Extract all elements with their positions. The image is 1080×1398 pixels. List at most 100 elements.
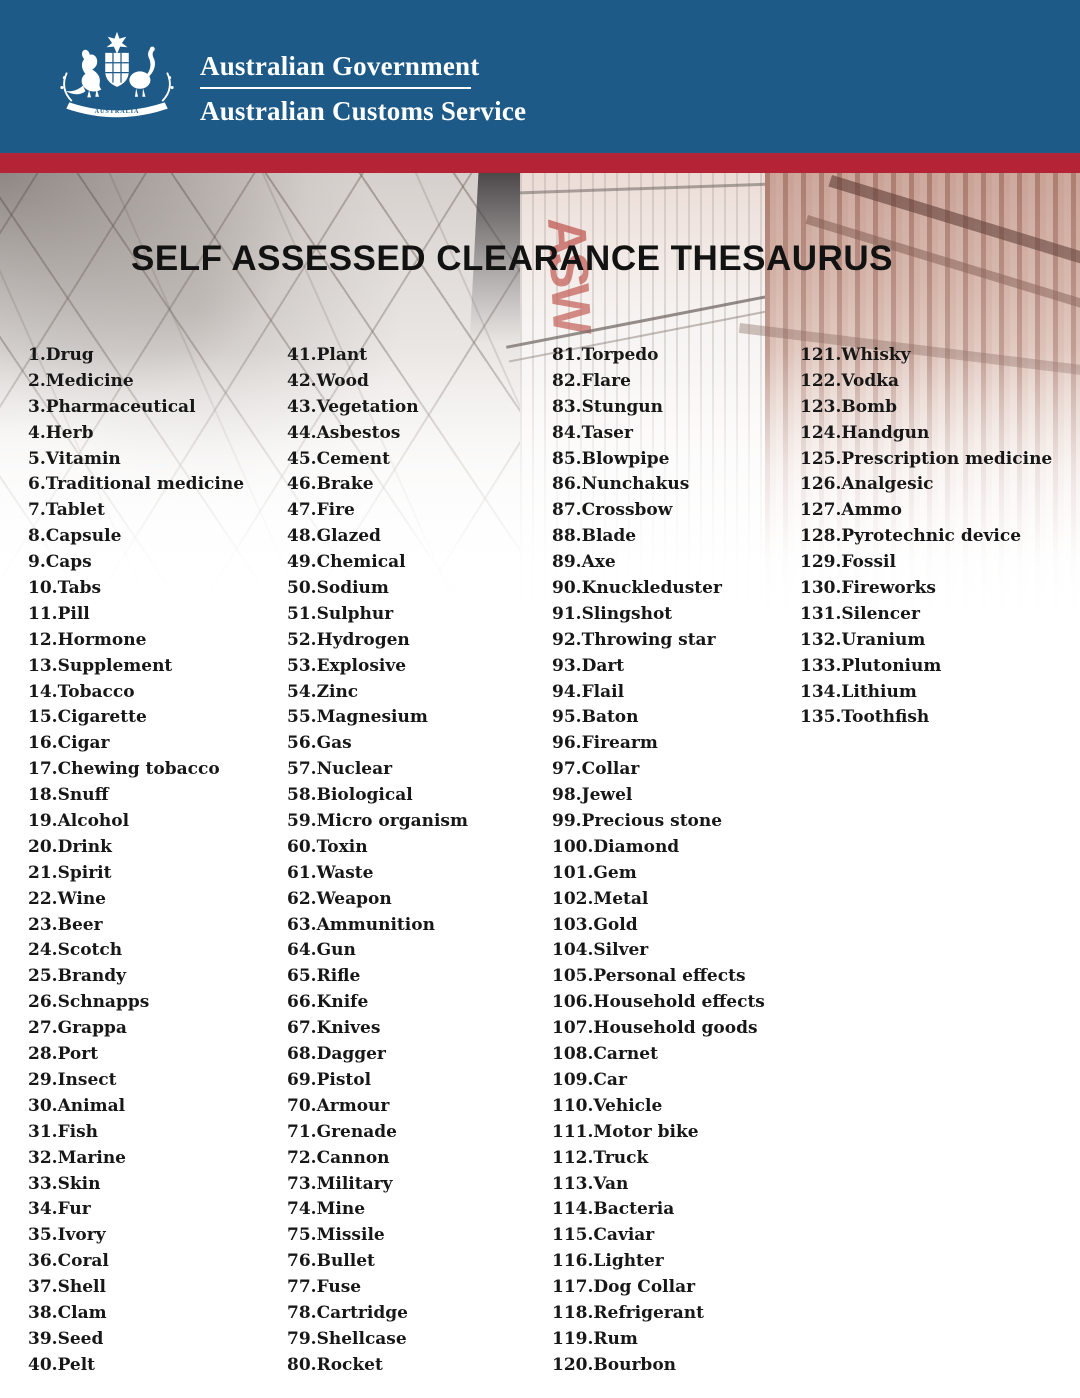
- list-item: 44.Asbestos: [287, 422, 401, 443]
- list-item: 70.Armour: [287, 1095, 390, 1116]
- list-item: 92.Throwing star: [552, 629, 716, 650]
- list-item: 98.Jewel: [552, 785, 633, 806]
- list-item: 54.Zinc: [287, 681, 359, 702]
- wattle-dots: [60, 76, 174, 90]
- list-item: 13.Supplement: [28, 655, 173, 676]
- list-item: 119.Rum: [552, 1328, 638, 1349]
- list-item: 10.Tabs: [28, 578, 102, 599]
- list-item: 69.Pistol: [287, 1069, 372, 1090]
- list-item: 80.Rocket: [287, 1354, 383, 1375]
- list-item: 15.Cigarette: [28, 707, 147, 728]
- list-item: 56.Gas: [287, 733, 352, 754]
- list-item: 124.Handgun: [800, 422, 930, 443]
- list-item: 29.Insect: [28, 1069, 117, 1090]
- list-item: 8.Capsule: [28, 526, 122, 547]
- emu-silhouette: [129, 46, 156, 97]
- list-item: 116.Lighter: [552, 1251, 664, 1272]
- list-item: 61.Waste: [287, 862, 374, 883]
- list-item: 66.Knife: [287, 992, 369, 1013]
- list-item: 114.Bacteria: [552, 1199, 675, 1220]
- list-item: 3.Pharmaceutical: [28, 396, 196, 417]
- list-item: 63.Ammunition: [287, 914, 435, 935]
- list-item: 96.Firearm: [552, 733, 658, 754]
- list-item: 49.Chemical: [287, 552, 406, 573]
- photo-fade-overlay: [0, 173, 1080, 618]
- cargo-photo: ASW: [0, 173, 1080, 618]
- list-item: 7.Tablet: [28, 500, 105, 521]
- list-item: 83.Stungun: [552, 396, 664, 417]
- government-header-banner: AUSTRALIA Australian Government Australi…: [0, 0, 1080, 153]
- kangaroo-silhouette: [65, 49, 102, 98]
- list-item: 132.Uranium: [800, 629, 926, 650]
- list-item: 12.Hormone: [28, 629, 147, 650]
- list-item: 104.Silver: [552, 940, 649, 961]
- list-item: 25.Brandy: [28, 966, 127, 987]
- list-item: 126.Analgesic: [800, 474, 934, 495]
- list-item: 113.Van: [552, 1173, 629, 1194]
- list-item: 110.Vehicle: [552, 1095, 663, 1116]
- list-item: 22.Wine: [28, 888, 107, 909]
- list-item: 20.Drink: [28, 836, 112, 857]
- list-item: 127.Ammo: [800, 500, 902, 521]
- agency-block: Australian Government Australian Customs…: [200, 0, 720, 153]
- list-item: 26.Schnapps: [28, 992, 150, 1013]
- list-item: 97.Collar: [552, 759, 640, 780]
- agency-name-customs: Australian Customs Service: [200, 96, 527, 126]
- list-item: 53.Explosive: [287, 655, 407, 676]
- list-item: 24.Scotch: [28, 940, 123, 961]
- list-item: 2.Medicine: [28, 370, 134, 391]
- wattle-spray: [63, 72, 171, 102]
- list-item: 35.Ivory: [28, 1225, 106, 1246]
- thesaurus-column-2: 41.Plant 42.Wood 43.Vegetation 44.Asbestos 4…: [287, 343, 468, 1379]
- list-item: 95.Baton: [552, 707, 639, 728]
- list-item: 47.Fire: [287, 500, 355, 521]
- list-item: 81.Torpedo: [552, 345, 659, 365]
- list-item: 82.Flare: [552, 370, 631, 391]
- shield: [105, 52, 129, 87]
- list-item: 86.Nunchakus: [552, 474, 690, 495]
- list-item: 131.Silencer: [800, 603, 920, 624]
- list-item: 52.Hydrogen: [287, 629, 410, 650]
- list-item: 128.Pyrotechnic device: [800, 526, 1022, 547]
- list-item: 72.Cannon: [287, 1147, 390, 1168]
- list-item: 43.Vegetation: [287, 396, 419, 417]
- list-item: 101.Gem: [552, 862, 637, 883]
- list-item: 134.Lithium: [800, 681, 917, 702]
- list-item: 21.Spirit: [28, 862, 112, 883]
- list-item: 129.Fossil: [800, 552, 896, 573]
- list-item: 90.Knuckleduster: [552, 578, 722, 599]
- list-item: 37.Shell: [28, 1277, 106, 1298]
- list-item: 40.Pelt: [28, 1354, 96, 1375]
- list-item: 48.Glazed: [287, 526, 381, 547]
- list-item: 58.Biological: [287, 785, 413, 806]
- list-item: 30.Animal: [28, 1095, 126, 1116]
- list-item: 109.Car: [552, 1069, 627, 1090]
- list-item: 16.Cigar: [28, 733, 110, 754]
- list-item: 39.Seed: [28, 1328, 104, 1349]
- page-title: SELF ASSESSED CLEARANCE THESAURUS: [131, 239, 893, 278]
- list-item: 57.Nuclear: [287, 759, 393, 780]
- list-item: 75.Missile: [287, 1225, 385, 1246]
- list-item: 59.Micro organism: [287, 811, 468, 832]
- agency-divider-line: [200, 87, 471, 89]
- list-item: 38.Clam: [28, 1302, 107, 1323]
- red-stripe: [0, 153, 1080, 173]
- list-item: 102.Metal: [552, 888, 649, 909]
- list-item: 32.Marine: [28, 1147, 126, 1168]
- thesaurus-column-1: 1.Drug 2.Medicine 3.Pharmaceutical 4.Herb 5.…: [28, 343, 244, 1379]
- list-item: 99.Precious stone: [552, 811, 723, 832]
- list-item: 115.Caviar: [552, 1225, 655, 1246]
- list-item: 6.Traditional medicine: [28, 474, 245, 495]
- list-item: 71.Grenade: [287, 1121, 397, 1142]
- list-item: 17.Chewing tobacco: [28, 759, 220, 780]
- list-item: 18.Snuff: [28, 785, 109, 806]
- list-item: 117.Dog Collar: [552, 1277, 696, 1298]
- list-item: 76.Bullet: [287, 1251, 375, 1272]
- list-item: 105.Personal effects: [552, 966, 746, 987]
- list-item: 130.Fireworks: [800, 578, 936, 599]
- coat-of-arms: AUSTRALIA: [60, 31, 174, 118]
- thesaurus-column-3: 81.Torpedo 82.Flare 83.Stungun 84.Taser 85.B…: [552, 343, 765, 1379]
- commonwealth-star-icon: [106, 31, 128, 55]
- list-item: 5.Vitamin: [28, 448, 121, 469]
